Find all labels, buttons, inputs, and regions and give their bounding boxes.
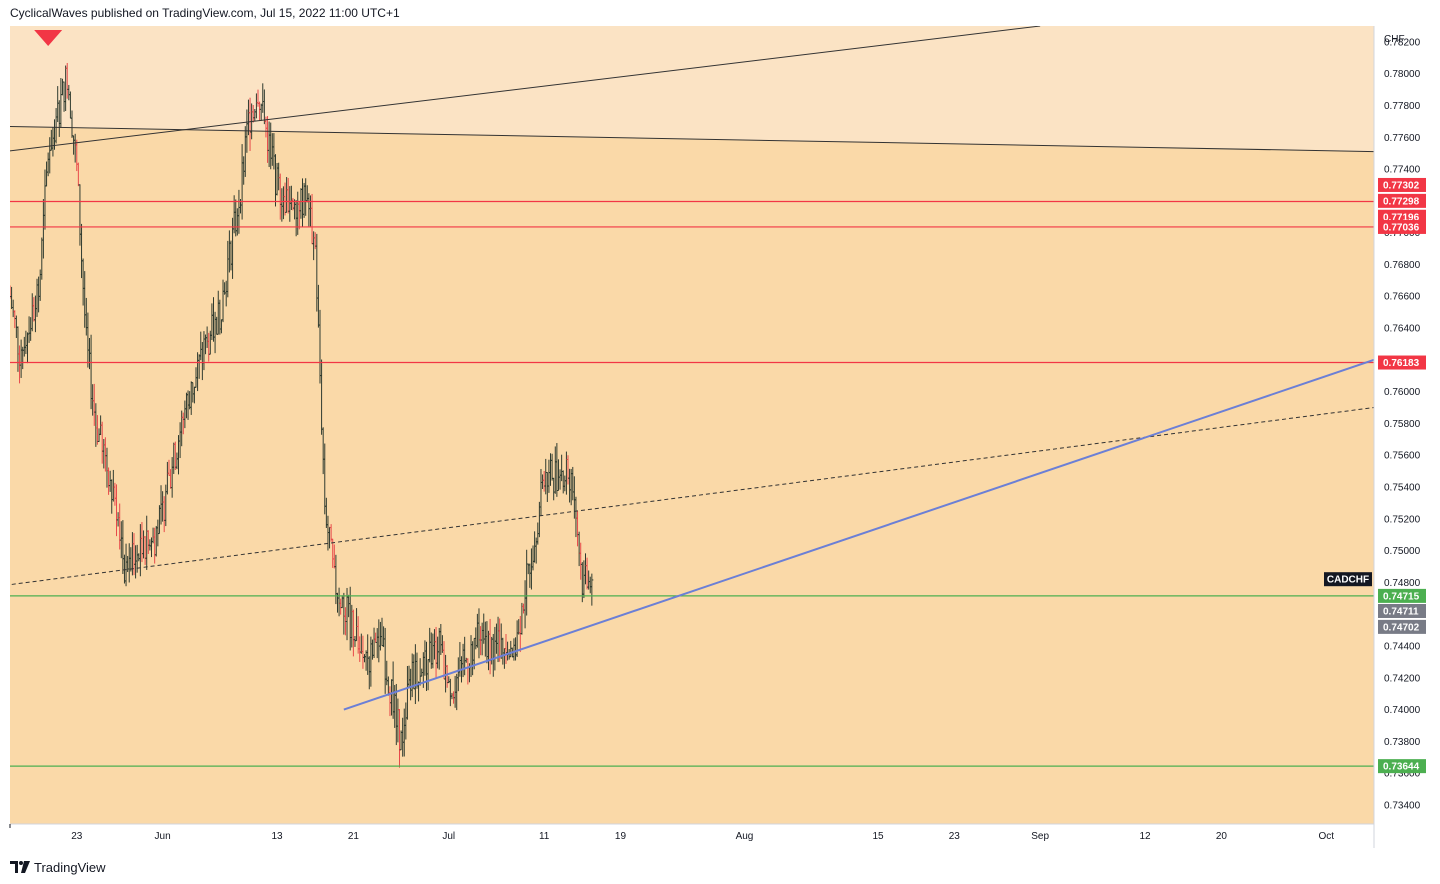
y-tick-20: 0.74200	[1384, 673, 1421, 684]
y-tick-13: 0.75600	[1384, 451, 1421, 462]
footer: TradingView	[10, 858, 106, 876]
price-badge-label-1: 0.77298	[1383, 196, 1420, 207]
x-tick-5: 11	[539, 831, 550, 842]
y-tick-16: 0.75000	[1384, 546, 1421, 557]
drawings	[10, 26, 1374, 767]
currency-label: CHF	[1384, 34, 1405, 45]
x-tick-10: Sep	[1031, 831, 1049, 842]
y-tick-14: 0.75400	[1384, 482, 1421, 493]
x-tick-13: Oct	[1319, 831, 1335, 842]
price-badge-label-5: 0.74715	[1383, 591, 1420, 602]
price-badge-label-2: 0.77196	[1383, 212, 1420, 223]
price-badge-5	[1378, 588, 1426, 603]
trendline-0	[10, 26, 1041, 152]
y-tick-22: 0.73800	[1384, 737, 1421, 748]
y-tick-9: 0.76400	[1384, 324, 1421, 335]
x-tick-6: 19	[615, 831, 627, 842]
y-tick-11: 0.76000	[1384, 387, 1421, 398]
plot-area	[10, 26, 1374, 824]
tradingview-logo-icon	[10, 861, 30, 873]
x-tick-1: Jun	[155, 831, 171, 842]
x-tick-3: 21	[348, 831, 360, 842]
y-tick-17: 0.74800	[1384, 578, 1421, 589]
x-tick-7: Aug	[736, 831, 754, 842]
price-badge-label-6: 0.74711	[1383, 606, 1419, 617]
price-badge-1	[1378, 193, 1426, 208]
price-badge-label-4: 0.76183	[1383, 358, 1420, 369]
x-tick-4: Jul	[442, 831, 455, 842]
y-axis-ticks: 0.78200 0.78000 0.77800 0.77600 0.77400 0.772…	[1384, 37, 1421, 811]
x-axis-ticks: 23 Jun 13 21 Jul 11 19 Aug 15 23 Sep 12 20 Oct	[9, 824, 1335, 842]
y-tick-2: 0.77800	[1384, 101, 1421, 112]
blue-trendline	[343, 358, 1374, 711]
symbol-badge-label: CADCHF	[1327, 575, 1369, 586]
price-badge-6	[1378, 603, 1426, 618]
price-badge-8	[1378, 759, 1426, 774]
price-badge-label-8: 0.73644	[1383, 762, 1420, 773]
publish-header: CyclicalWaves published on TradingView.c…	[10, 6, 400, 20]
candles	[10, 62, 594, 768]
axes: CHF 0.782000.780000.778000.776000.774000…	[9, 26, 1421, 848]
y-tick-7: 0.76800	[1384, 260, 1421, 271]
trendline-1	[10, 125, 1374, 153]
tradingview-brand[interactable]: TradingView	[34, 859, 106, 875]
price-badge-0	[1378, 177, 1426, 192]
sell-signal-triangle	[34, 30, 63, 46]
price-badge-4	[1378, 355, 1426, 370]
x-tick-0: 23	[71, 831, 83, 842]
y-tick-19: 0.74400	[1384, 641, 1421, 652]
price-badge-label-3: 0.77036	[1383, 222, 1420, 233]
x-tick-12: 20	[1216, 831, 1228, 842]
y-tick-0: 0.78200	[1384, 37, 1421, 48]
chart-background	[10, 26, 1374, 824]
y-tick-15: 0.75200	[1384, 514, 1421, 525]
price-badge-label-0: 0.77302	[1383, 180, 1420, 191]
y-tick-24: 0.73400	[1384, 800, 1421, 811]
y-tick-12: 0.75800	[1384, 419, 1421, 430]
x-tick-9: 23	[949, 831, 961, 842]
signal-markers	[34, 30, 63, 46]
upper-zone	[10, 26, 1374, 152]
price-badge-label-7: 0.74702	[1383, 622, 1420, 633]
price-badge-3	[1378, 219, 1426, 234]
y-tick-23: 0.73600	[1384, 769, 1421, 780]
y-tick-3: 0.77600	[1384, 133, 1421, 144]
symbol-badge	[1324, 572, 1372, 587]
price-badge-7	[1378, 619, 1426, 634]
x-tick-11: 12	[1140, 831, 1152, 842]
y-tick-21: 0.74000	[1384, 705, 1421, 716]
x-tick-8: 15	[872, 831, 884, 842]
x-tick-2: 13	[272, 831, 284, 842]
y-tick-4: 0.77400	[1384, 165, 1421, 176]
y-tick-1: 0.78000	[1384, 69, 1421, 80]
y-tick-8: 0.76600	[1384, 292, 1421, 303]
